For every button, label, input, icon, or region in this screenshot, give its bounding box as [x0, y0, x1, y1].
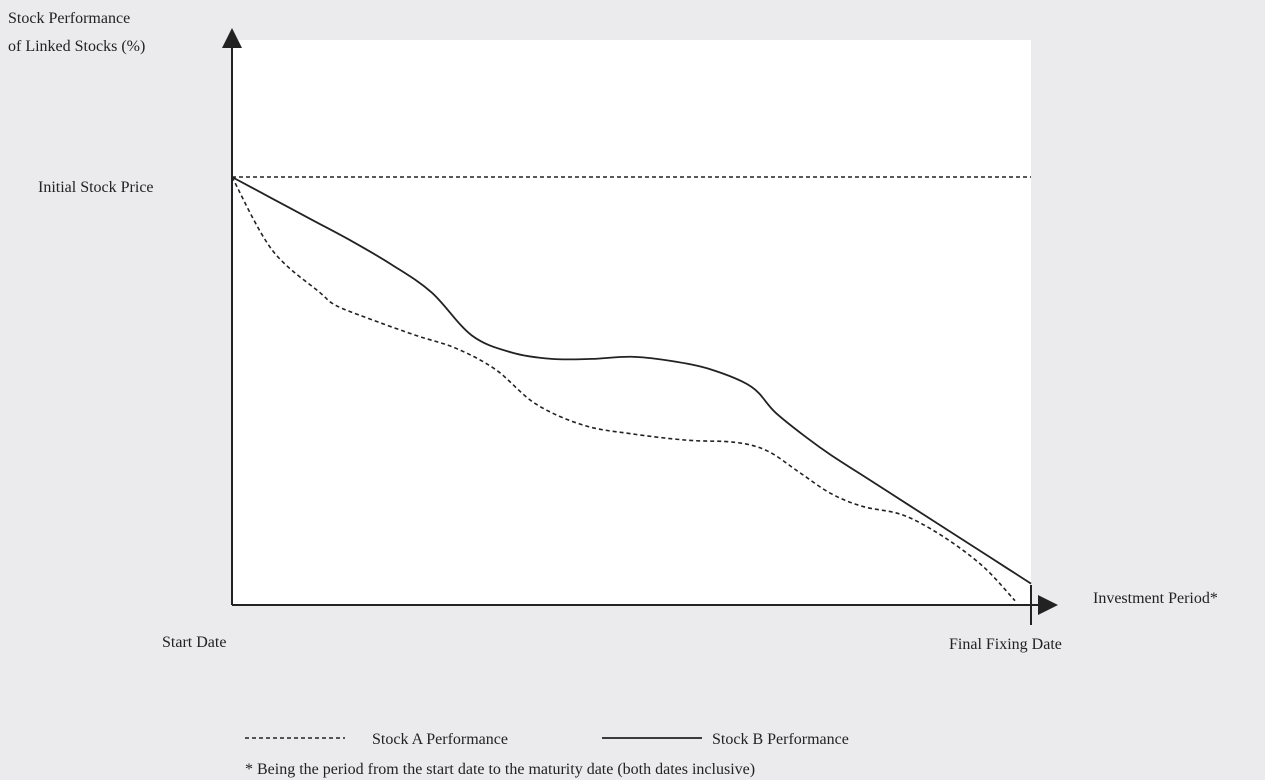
series-line-stock-b	[231, 176, 1032, 585]
x-axis-label: Investment Period*	[1093, 590, 1218, 607]
y-axis-label-line2: of Linked Stocks (%)	[8, 38, 145, 55]
final-fixing-date-label: Final Fixing Date	[949, 636, 1062, 653]
start-date-label: Start Date	[162, 634, 226, 651]
legend: Stock A Performance Stock B Performance	[245, 731, 849, 748]
legend-label-stock-b: Stock B Performance	[712, 731, 849, 748]
series-layer	[231, 176, 1032, 602]
initial-stock-price-label: Initial Stock Price	[38, 179, 154, 196]
plot-area	[232, 40, 1031, 605]
footnote: * Being the period from the start date t…	[245, 761, 755, 778]
legend-label-stock-a: Stock A Performance	[372, 731, 508, 748]
series-line-stock-a	[231, 176, 1016, 602]
y-axis-label-line1: Stock Performance	[8, 10, 130, 27]
